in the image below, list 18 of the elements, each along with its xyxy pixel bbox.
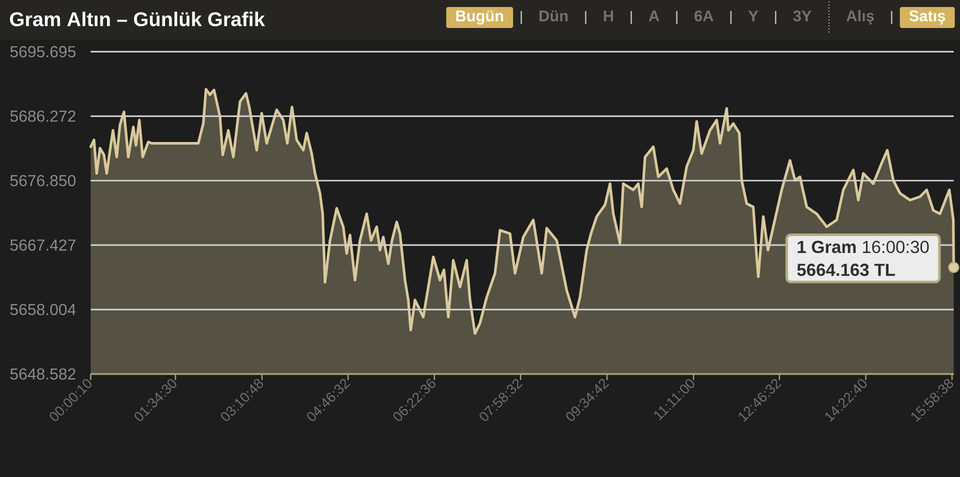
annotation: 5664.163 TL: [797, 264, 895, 276]
y-tick-label: 5676.850: [10, 174, 76, 186]
text: A: [648, 10, 660, 22]
y-tick-label: 5658.004: [10, 304, 76, 316]
y-tick-label: 5667.427: [10, 239, 76, 251]
y-tick-label: 5686.272: [10, 110, 76, 122]
y-tick-label: 5695.695: [10, 46, 76, 58]
annotation: 1 Gram 16:00:30: [798, 240, 929, 254]
text: Bugün: [456, 10, 504, 25]
text: Y: [748, 10, 758, 22]
text: Dün: [540, 10, 568, 22]
text: 3Y: [793, 10, 812, 22]
chart-title: Gram Altın – Günlük Grafik: [10, 12, 265, 26]
y-tick-label: 5648.582: [10, 368, 76, 380]
text: Satış: [909, 10, 946, 24]
text: 6A: [694, 10, 714, 22]
text: Alış: [846, 10, 874, 24]
text: H: [604, 10, 614, 22]
